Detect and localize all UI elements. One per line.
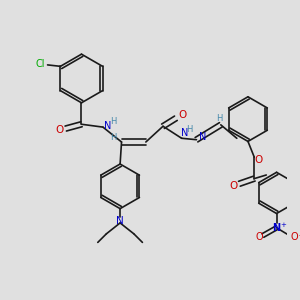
Text: N: N xyxy=(272,223,281,233)
Text: O: O xyxy=(255,155,263,165)
Text: O: O xyxy=(255,232,263,242)
Text: N: N xyxy=(104,121,112,131)
Text: H: H xyxy=(110,133,117,142)
Text: O: O xyxy=(229,181,237,191)
Text: N: N xyxy=(199,132,206,142)
Text: N: N xyxy=(116,216,124,226)
Text: H: H xyxy=(111,117,117,126)
Text: +: + xyxy=(280,222,286,228)
Text: O: O xyxy=(178,110,186,120)
Text: O: O xyxy=(290,232,298,242)
Text: H: H xyxy=(186,124,193,134)
Text: H: H xyxy=(216,114,223,123)
Text: Cl: Cl xyxy=(35,59,45,69)
Text: -: - xyxy=(298,230,300,240)
Text: O: O xyxy=(55,125,64,135)
Text: N: N xyxy=(182,128,189,138)
